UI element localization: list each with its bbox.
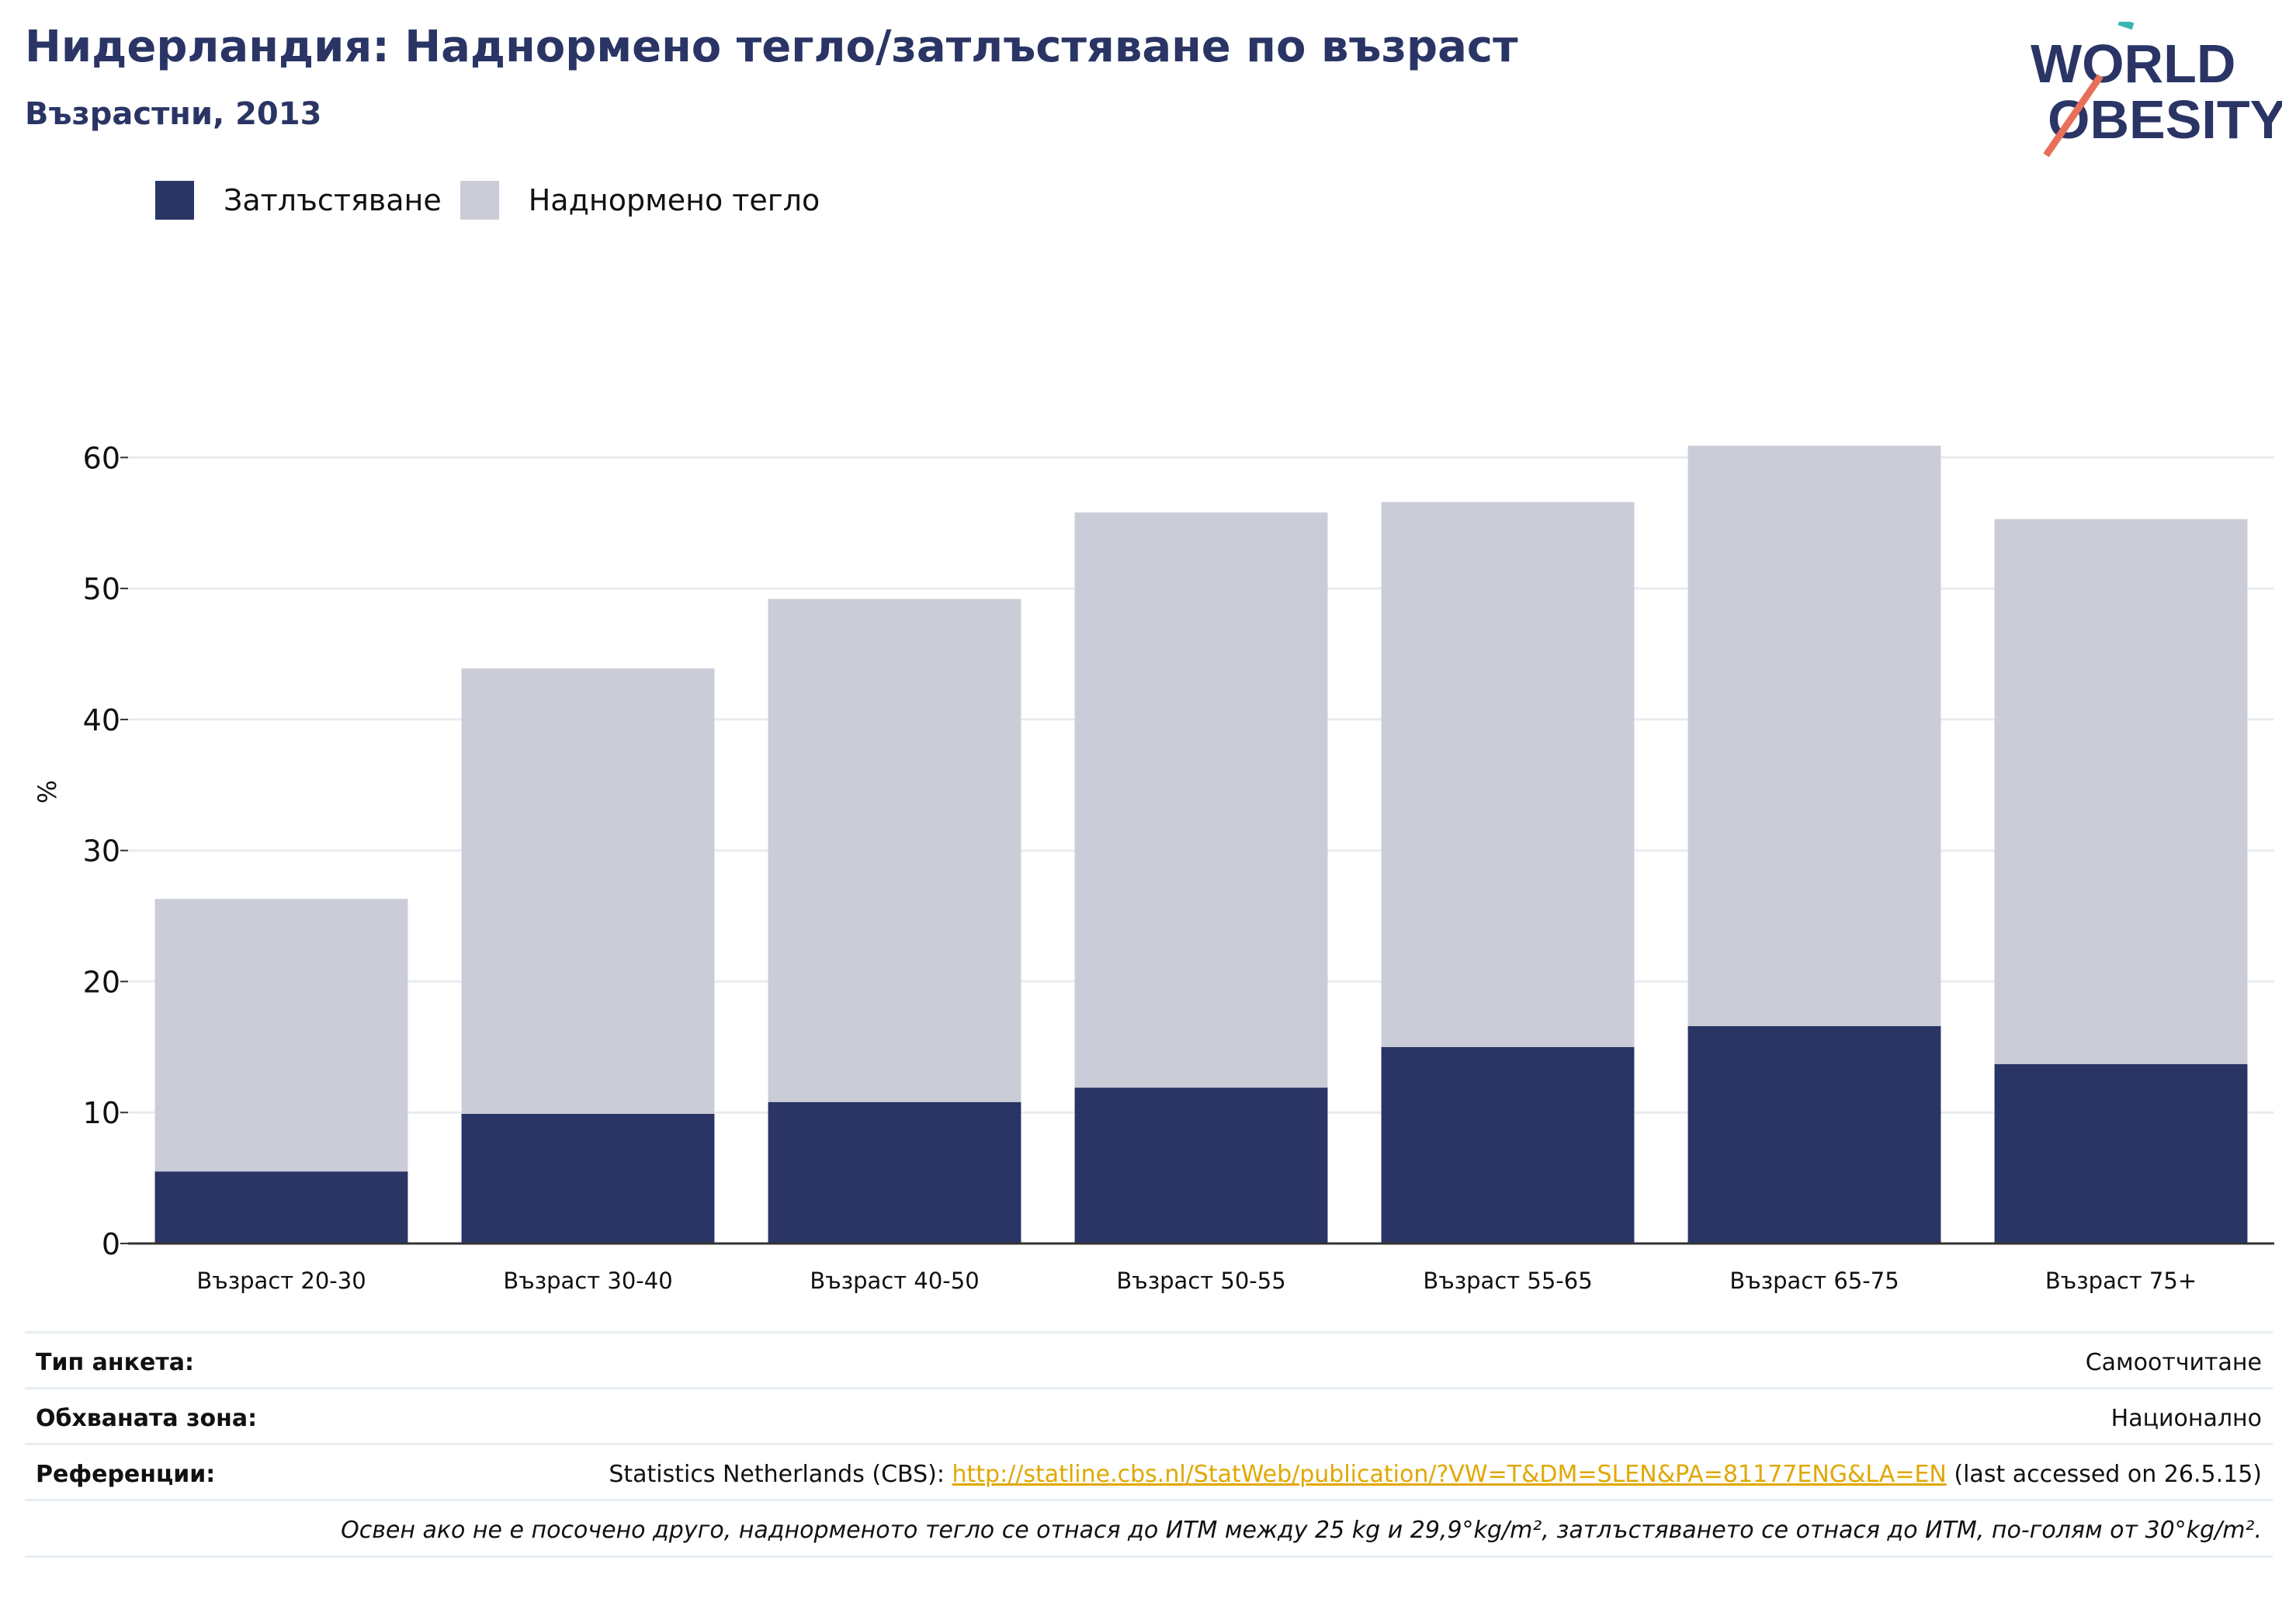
- bar-obesity: [768, 1101, 1021, 1243]
- svg-text:WORLD: WORLD: [2031, 33, 2235, 94]
- x-tick-label: Възраст 50-55: [1116, 1268, 1285, 1294]
- references-prefix: Statistics Netherlands (CBS):: [609, 1461, 952, 1488]
- survey-type-label: Тип анкета:: [36, 1349, 194, 1376]
- references-link[interactable]: http://statline.cbs.nl/StatWeb/publicati…: [952, 1461, 1947, 1488]
- world-obesity-logo: WORLD OBESITY: [2031, 22, 2282, 158]
- bar-obesity: [1381, 1046, 1635, 1243]
- legend-swatch-overweight: [460, 181, 499, 220]
- references-suffix: (last accessed on 26.5.15): [1946, 1461, 2262, 1488]
- bmi-definition-note: Освен ако не е посочено друго, наднормен…: [341, 1517, 2262, 1544]
- x-tick-label: Възраст 75+: [2045, 1268, 2197, 1294]
- bar-obesity: [154, 1171, 408, 1243]
- references-label: Референции:: [36, 1461, 216, 1488]
- bar-overweight: [768, 598, 1021, 1102]
- coverage-label: Обхваната зона:: [36, 1405, 258, 1432]
- meta-row-note: Освен ако не е посочено друго, наднормен…: [25, 1499, 2273, 1558]
- y-tick-label: 20: [83, 965, 120, 999]
- page-subtitle: Възрастни, 2013: [25, 96, 322, 132]
- x-tick-label: Възраст 40-50: [810, 1268, 979, 1294]
- legend-label-overweight: Наднормено тегло: [528, 183, 820, 217]
- y-axis-label: %: [33, 780, 62, 803]
- references-value: Statistics Netherlands (CBS): http://sta…: [609, 1461, 2262, 1488]
- y-tick-label: 60: [83, 441, 120, 475]
- legend-item-obesity: Затлъстяване: [155, 181, 442, 220]
- bar-overweight: [1074, 512, 1328, 1088]
- x-tick-label: Възраст 20-30: [196, 1268, 366, 1294]
- bar-obesity: [1994, 1063, 2248, 1243]
- x-tick-label: Възраст 55-65: [1423, 1268, 1592, 1294]
- coverage-value: Национално: [2110, 1405, 2262, 1432]
- stacked-bar-chart: 0 10 20 30 40 50 60% Възраст 20-30 Възраст 30-40…: [33, 441, 2274, 1294]
- chart-legend: Затлъстяване Наднормено тегло: [155, 179, 838, 222]
- bar-overweight: [1994, 519, 2248, 1064]
- bar-obesity: [1074, 1087, 1328, 1243]
- legend-swatch-obesity: [155, 181, 194, 220]
- logo-orange-slash: [2043, 74, 2104, 158]
- y-tick-label: 0: [102, 1227, 120, 1261]
- y-tick-label: 40: [83, 703, 120, 737]
- y-tick-label: 30: [83, 834, 120, 869]
- y-tick-label: 50: [83, 572, 120, 606]
- meta-row-coverage: Обхваната зона: Национално: [25, 1387, 2273, 1444]
- bar-obesity: [461, 1113, 715, 1243]
- meta-row-references: Референции: Statistics Netherlands (CBS)…: [25, 1443, 2273, 1500]
- legend-item-overweight: Наднормено тегло: [460, 181, 820, 220]
- logo-teal-slash: [2117, 22, 2135, 30]
- bar-overweight: [461, 668, 715, 1114]
- meta-row-survey-type: Тип анкета: Самоотчитане: [25, 1331, 2273, 1388]
- bar-overweight: [1687, 446, 1941, 1026]
- bar-overweight: [1381, 501, 1635, 1047]
- bar-obesity: [1687, 1025, 1941, 1243]
- x-tick-label: Възраст 65-75: [1729, 1268, 1899, 1294]
- y-tick-label: 10: [83, 1096, 120, 1130]
- page-title: Нидерландия: Наднормено тегло/затлъстява…: [25, 22, 1518, 72]
- survey-type-value: Самоотчитане: [2085, 1349, 2262, 1376]
- x-tick-label: Възраст 30-40: [503, 1268, 672, 1294]
- bar-overweight: [154, 899, 408, 1172]
- legend-label-obesity: Затлъстяване: [224, 183, 442, 217]
